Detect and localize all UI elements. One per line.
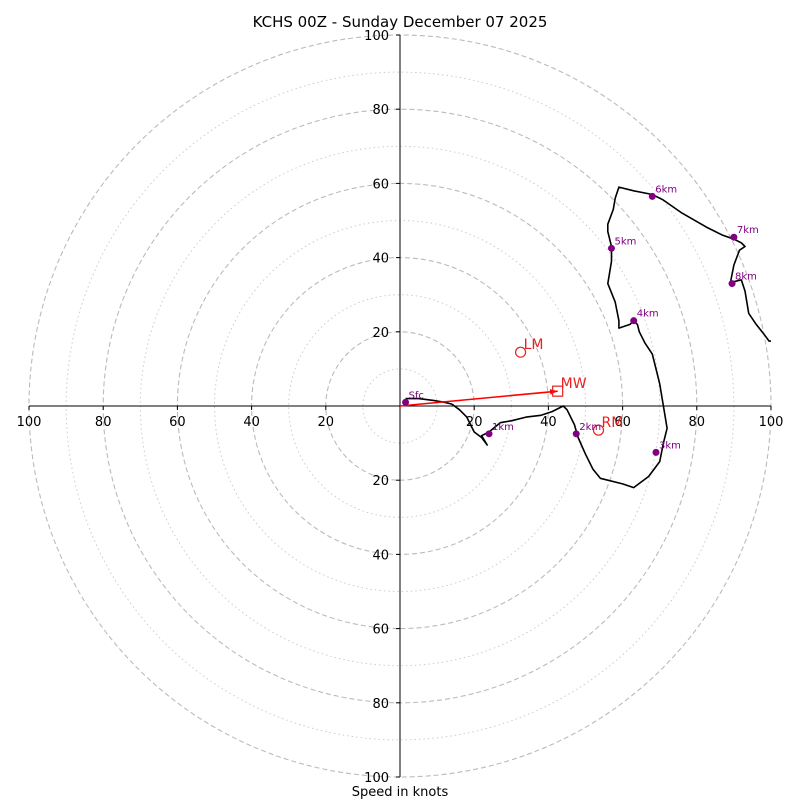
height-marker-label: 7km <box>737 225 759 236</box>
height-marker-label: 2km <box>579 422 601 433</box>
height-marker-point <box>730 233 738 241</box>
storm-motion-marker-mw <box>552 385 564 397</box>
height-marker-point <box>402 398 410 406</box>
height-marker-point <box>485 430 493 438</box>
height-marker-label: 6km <box>655 184 677 195</box>
tick-label-right: 100 <box>759 415 784 430</box>
tick-label-right: 80 <box>689 415 706 430</box>
mean-wind-arrow <box>399 390 558 407</box>
storm-motion-marker-lm <box>514 346 527 358</box>
height-marker-point <box>652 448 660 456</box>
height-marker-point <box>728 280 736 288</box>
x-axis-label: Speed in knots <box>352 785 449 800</box>
tick-label-down: 60 <box>372 623 389 638</box>
height-marker-label: 1km <box>492 422 514 433</box>
height-marker-point <box>607 244 615 252</box>
mean-wind-arrowhead <box>549 389 558 395</box>
tick-label-left: 60 <box>169 415 186 430</box>
tick-label-right: 40 <box>540 415 557 430</box>
height-marker-point <box>572 430 580 438</box>
tick-labels: 20 40 60 80 100 100 80 60 40 20 20 40 60 80 100 20 40 60 8… <box>17 29 784 786</box>
tick-label-up: 20 <box>372 326 389 341</box>
height-marker-label: Sfc <box>409 390 424 401</box>
storm-motion-group: LM MW RM <box>399 337 623 436</box>
tick-label-down: 20 <box>372 474 389 489</box>
tick-label-up: 100 <box>364 29 389 44</box>
storm-motion-marker-rm <box>592 424 605 436</box>
height-marker-label: 8km <box>735 272 757 283</box>
tick-label-left: 100 <box>17 415 42 430</box>
height-marker-point <box>648 192 656 200</box>
storm-motion-label-mw: MW <box>561 376 587 392</box>
tick-label-right: 60 <box>614 415 631 430</box>
tick-label-up: 80 <box>372 103 389 118</box>
tick-label-left: 40 <box>243 415 260 430</box>
tick-label-up: 60 <box>372 177 389 192</box>
tick-label-right: 20 <box>466 415 483 430</box>
tick-label-down: 80 <box>372 697 389 712</box>
height-marker-group: Sfc 1km 2km 3km 4km 5km 6km 7km 8km <box>402 184 759 456</box>
tick-label-down: 40 <box>372 548 389 563</box>
tick-label-up: 40 <box>372 252 389 267</box>
height-marker-label: 5km <box>614 236 636 247</box>
storm-motion-label-rm: RM <box>601 415 623 431</box>
storm-motion-label-lm: LM <box>524 337 544 353</box>
tick-label-down: 100 <box>364 771 389 786</box>
tick-label-left: 80 <box>95 415 112 430</box>
height-marker-label: 4km <box>637 309 659 320</box>
height-marker-label: 3km <box>659 440 681 451</box>
tick-label-left: 20 <box>318 415 335 430</box>
chart-title: KCHS 00Z - Sunday December 07 2025 <box>253 13 548 31</box>
height-marker-point <box>630 317 638 325</box>
